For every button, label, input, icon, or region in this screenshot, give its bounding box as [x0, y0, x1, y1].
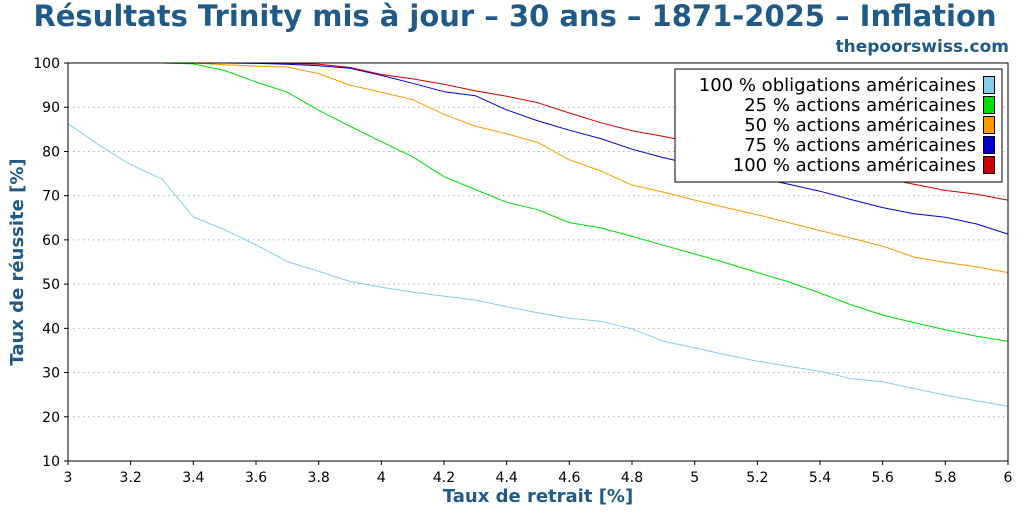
- x-tick-label: 5.2: [746, 470, 768, 486]
- x-tick-label: 4: [377, 470, 386, 486]
- y-tick-label: 70: [42, 189, 60, 205]
- legend-swatch: [983, 76, 995, 94]
- x-tick-label: 3.4: [182, 470, 204, 486]
- y-tick-label: 80: [42, 144, 60, 160]
- source-label: thepoorswiss.com: [836, 37, 1010, 57]
- x-tick-label: 5.8: [934, 470, 956, 486]
- y-tick-label: 90: [42, 100, 60, 116]
- y-tick-label: 30: [42, 366, 60, 382]
- x-tick-label: 5.4: [809, 470, 831, 486]
- legend-swatch: [983, 136, 995, 154]
- legend-label: 100 % obligations américaines: [699, 75, 976, 96]
- legend-swatch: [983, 116, 995, 134]
- x-tick-label: 3: [64, 470, 73, 486]
- x-tick-label: 5: [690, 470, 699, 486]
- series-line-1: [68, 62, 1009, 342]
- legend-label: 75 % actions américaines: [744, 135, 976, 156]
- x-tick-label: 3.2: [120, 470, 142, 486]
- legend-label: 100 % actions américaines: [733, 155, 976, 176]
- x-tick-label: 6: [1004, 470, 1013, 486]
- legend-label: 25 % actions américaines: [744, 95, 976, 116]
- y-tick-label: 10: [42, 454, 60, 470]
- legend-swatch: [983, 156, 995, 174]
- x-tick-label: 5.6: [872, 470, 894, 486]
- y-tick-label: 60: [42, 233, 60, 249]
- legend-swatch: [983, 96, 995, 114]
- series-line-0: [67, 123, 1009, 407]
- x-tick-label: 4.2: [433, 470, 455, 486]
- chart-title: Résultats Trinity mis à jour – 30 ans – …: [33, 0, 996, 33]
- legend-box: [674, 68, 1003, 183]
- x-axis-label: Taux de retrait [%]: [443, 486, 633, 507]
- x-tick-label: 4.4: [496, 470, 518, 486]
- y-tick-label: 50: [42, 277, 60, 293]
- legend-label: 50 % actions américaines: [744, 115, 976, 136]
- y-tick-label: 100: [33, 56, 60, 72]
- x-tick-label: 4.8: [621, 470, 643, 486]
- y-tick-label: 20: [42, 410, 60, 426]
- x-tick-label: 3.8: [308, 470, 330, 486]
- x-tick-label: 4.6: [558, 470, 580, 486]
- y-tick-label: 40: [42, 321, 60, 337]
- x-axis-ticks: 3 3.2 3.4 3.6 3.8 4 4.2 4.4 4.6 4.8 5 5.2 5.4 5.6 5.8 6: [64, 461, 1013, 486]
- series-line-2: [68, 62, 1009, 274]
- x-tick-label: 3.6: [245, 470, 267, 486]
- y-axis-ticks: 10 20 30 40 50 60 70 80 90 100: [33, 56, 68, 470]
- plot-frame: [67, 62, 1009, 462]
- y-axis-label: Taux de réussite [%]: [7, 158, 28, 365]
